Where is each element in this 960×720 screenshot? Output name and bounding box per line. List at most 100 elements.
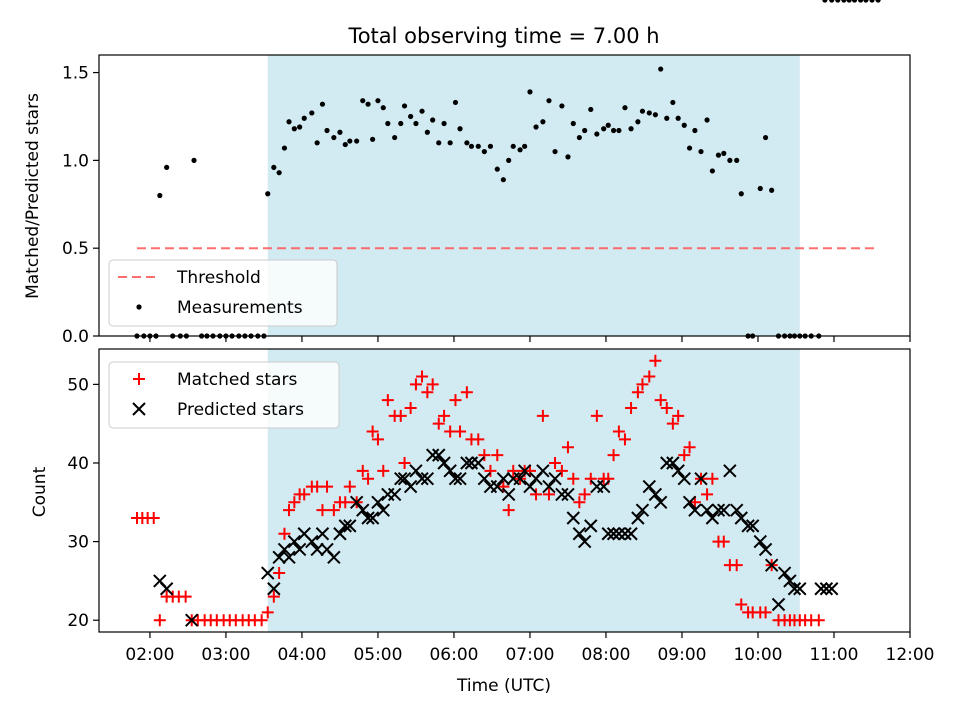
x-tick-label: 04:00: [277, 645, 326, 665]
measurement-point: [594, 131, 600, 137]
predicted-star-point: [758, 542, 773, 557]
predicted-star-point: [542, 479, 556, 494]
predicted-star-point: [694, 472, 708, 486]
matched-star-point: [472, 433, 485, 446]
matched-star-point: [735, 598, 748, 611]
predicted-star-point: [403, 479, 418, 494]
matched-star-point: [449, 394, 462, 407]
predicted-star-point: [635, 503, 650, 517]
predicted-star-point: [745, 519, 760, 533]
measurement-point: [457, 126, 463, 132]
predicted-star-point: [711, 503, 726, 517]
matched-star-point: [267, 590, 280, 603]
predicted-star-point: [371, 495, 385, 509]
matched-star-point: [398, 456, 411, 469]
matched-star-point: [555, 464, 568, 477]
predicted-star-point: [561, 487, 575, 502]
predicted-star-point: [501, 487, 516, 502]
matched-star-point: [636, 378, 649, 391]
x-tick-label: 07:00: [505, 645, 554, 665]
measurement-point: [337, 129, 343, 135]
matched-star-point: [460, 386, 473, 399]
measurement-point: [319, 101, 326, 107]
measurement-point: [841, 0, 847, 3]
measurement-point: [610, 127, 617, 134]
predicted-star-point: [287, 534, 302, 549]
measurement-point: [664, 115, 670, 121]
predicted-star-point: [729, 503, 744, 517]
ratio-legend: Threshold Measurements: [108, 259, 338, 327]
predicted-star-points: [153, 448, 839, 627]
matched-star-point: [356, 464, 369, 477]
matched-star-point: [454, 425, 467, 438]
predicted-star-point: [477, 472, 492, 486]
measurement-point: [546, 98, 552, 104]
matched-star-point: [573, 496, 586, 509]
measurement-point: [635, 119, 641, 125]
predicted-star-point: [741, 519, 755, 533]
predicted-star-point: [443, 464, 457, 478]
predicted-star-point: [517, 464, 532, 478]
count-x-axis: 02:00 03:00 04:00 05:00 06:00 07:00 08:00 09:00…: [125, 632, 935, 665]
predicted-star-point: [783, 574, 797, 588]
matched-star-point: [654, 394, 667, 407]
measurement-point: [540, 119, 546, 125]
predicted-star-point: [601, 527, 615, 541]
matched-star-point: [404, 401, 417, 414]
matched-star-point: [381, 394, 394, 407]
measurement-point: [605, 122, 611, 128]
predicted-star-point: [723, 464, 737, 478]
measurement-point: [846, 0, 852, 3]
predicted-star-point: [471, 456, 485, 470]
measurement-point: [692, 127, 698, 134]
predicted-star-point: [705, 511, 720, 525]
predicted-star-point: [631, 511, 645, 525]
measurement-point: [324, 127, 330, 134]
measurement-point: [721, 150, 727, 156]
predicted-star-point: [437, 456, 451, 470]
matched-star-point: [649, 354, 662, 367]
count-y-label: Count: [30, 466, 50, 517]
measurement-point: [762, 134, 769, 141]
predicted-star-point: [159, 582, 174, 596]
predicted-star-point: [555, 487, 569, 502]
predicted-star-point: [825, 582, 839, 596]
legend-measurements-swatch: [136, 304, 142, 310]
measurement-point: [487, 143, 494, 149]
predicted-star-point: [566, 511, 580, 525]
measurement-point: [533, 124, 539, 130]
ratio-shaded-interval: [267, 55, 800, 336]
matched-star-point: [394, 409, 407, 422]
measurement-point: [527, 89, 533, 95]
measurement-point: [652, 112, 658, 118]
measurement-point: [709, 168, 715, 174]
predicted-star-point: [660, 456, 674, 470]
predicted-star-point: [777, 566, 792, 580]
x-tick-label: 06:00: [429, 645, 478, 665]
x-tick-label: 12:00: [886, 645, 935, 665]
measurement-point: [869, 0, 875, 3]
matched-star-point: [578, 488, 591, 501]
predicted-star-point: [397, 472, 412, 486]
predicted-star-point: [787, 582, 802, 596]
count-y-axis: 20 30 40 50: [67, 375, 99, 631]
legend-frame: [108, 259, 338, 327]
predicted-star-point: [819, 582, 834, 596]
matched-star-point: [631, 386, 644, 399]
predicted-star-point: [688, 503, 702, 517]
x-tick-label: 03:00: [201, 645, 250, 665]
predicted-star-point: [420, 472, 435, 486]
measurement-point: [639, 108, 646, 114]
predicted-star-point: [415, 472, 429, 486]
matched-star-point: [497, 480, 510, 493]
measurement-point: [517, 147, 523, 153]
matched-star-point: [298, 488, 311, 501]
measurement-point: [738, 191, 744, 197]
matched-star-point: [625, 401, 638, 414]
predicted-star-point: [277, 542, 292, 557]
matched-star-point: [255, 614, 268, 627]
predicted-star-point: [677, 472, 691, 486]
measurement-point: [494, 166, 500, 172]
